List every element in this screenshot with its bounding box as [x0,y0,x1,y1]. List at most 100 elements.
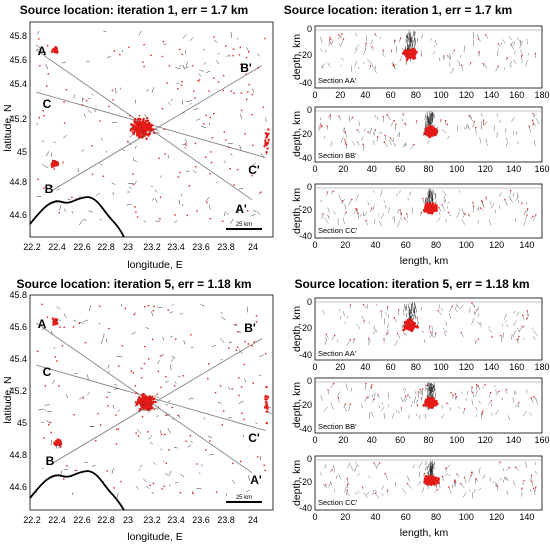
event-marker [142,405,146,408]
x-tick: 22.2 [23,242,41,252]
ray-vector [414,36,416,44]
event-marker [260,191,262,193]
event-marker [43,187,45,190]
ray-vector [327,389,329,395]
x-tick: 60 [395,164,405,174]
event-marker [430,481,434,485]
ray-vector [431,386,434,392]
section-x-axis-label: length, km [400,255,449,267]
epicenter-vector [181,193,183,197]
event-marker [144,124,147,128]
event-marker [95,440,97,442]
ray-vector [535,118,540,125]
ray-vector [467,125,471,130]
ray-vector [318,122,322,129]
event-marker [266,396,270,399]
ray-vector [367,395,371,400]
epicenter-vector [103,30,107,33]
event-marker [351,116,354,119]
x-tick: 24 [248,515,258,525]
epicenter-vector [177,375,181,378]
event-marker [267,138,270,142]
y-tick: 0 [307,105,312,115]
section-label: Section AA' [318,76,357,85]
event-marker [468,214,470,216]
ray-vector [322,309,325,315]
ray-vector [469,114,472,119]
event-marker [404,395,407,397]
event-marker [209,440,211,442]
ray-vector [398,190,401,194]
epicenter-vector [73,94,75,99]
event-marker [373,398,375,400]
event-marker [497,65,500,68]
event-marker [84,341,87,344]
event-marker [472,205,475,207]
event-marker [417,391,419,393]
ray-vector [373,67,377,74]
event-marker [365,42,367,45]
ray-vector [340,64,343,67]
epicenter-vector [126,203,132,206]
event-marker [42,110,44,112]
ray-vector [445,321,448,326]
event-marker [179,171,181,174]
event-marker [365,382,367,385]
ray-vector [430,465,432,472]
ray-vector [406,39,409,44]
event-marker [530,474,533,477]
epicenter-vector [203,49,206,51]
x-tick: 140 [506,435,521,445]
ray-vector [366,304,369,309]
event-marker [344,403,347,405]
x-tick: 80 [411,90,421,100]
epicenter-vector [240,114,242,120]
epicenter-vector [176,82,179,85]
ray-vector [475,384,477,391]
event-marker [386,113,389,116]
epicenter-vector [79,397,82,400]
ray-vector [448,487,452,494]
event-marker [194,166,197,168]
ray-vector [323,484,326,488]
event-marker [147,405,151,408]
event-marker [518,335,520,338]
ray-vector [324,49,326,53]
ray-vector [530,475,532,482]
ray-vector [391,216,395,220]
event-marker [115,443,118,445]
event-marker [341,33,343,35]
epicenter-vector [165,381,169,383]
event-marker [219,385,222,387]
event-marker [245,73,248,75]
epicenter-vector [230,218,234,224]
event-marker [140,367,143,370]
event-marker [387,306,389,308]
ray-vector [524,210,526,215]
point-label-c: C [43,365,52,379]
ray-vector [363,61,365,65]
ray-vector [432,463,434,468]
event-marker [168,449,170,451]
ray-vector [378,213,380,216]
epicenter-vector [83,319,88,322]
ray-vector [374,392,376,398]
ray-vector [533,214,537,221]
x-tick: 23.4 [167,515,185,525]
event-marker [266,147,269,150]
x-tick: 60 [401,512,411,522]
event-marker [205,449,207,451]
epicenter-vector [255,422,258,425]
ray-vector [458,208,461,211]
ray-vector [410,303,413,312]
ray-vector [363,211,368,217]
event-marker [265,421,268,425]
epicenter-vector [220,316,226,321]
ray-vector [459,54,462,58]
event-marker [337,397,340,399]
ray-vector [389,140,392,146]
event-marker [535,214,537,216]
epicenter-vector [145,327,150,330]
ray-vector [473,310,476,316]
